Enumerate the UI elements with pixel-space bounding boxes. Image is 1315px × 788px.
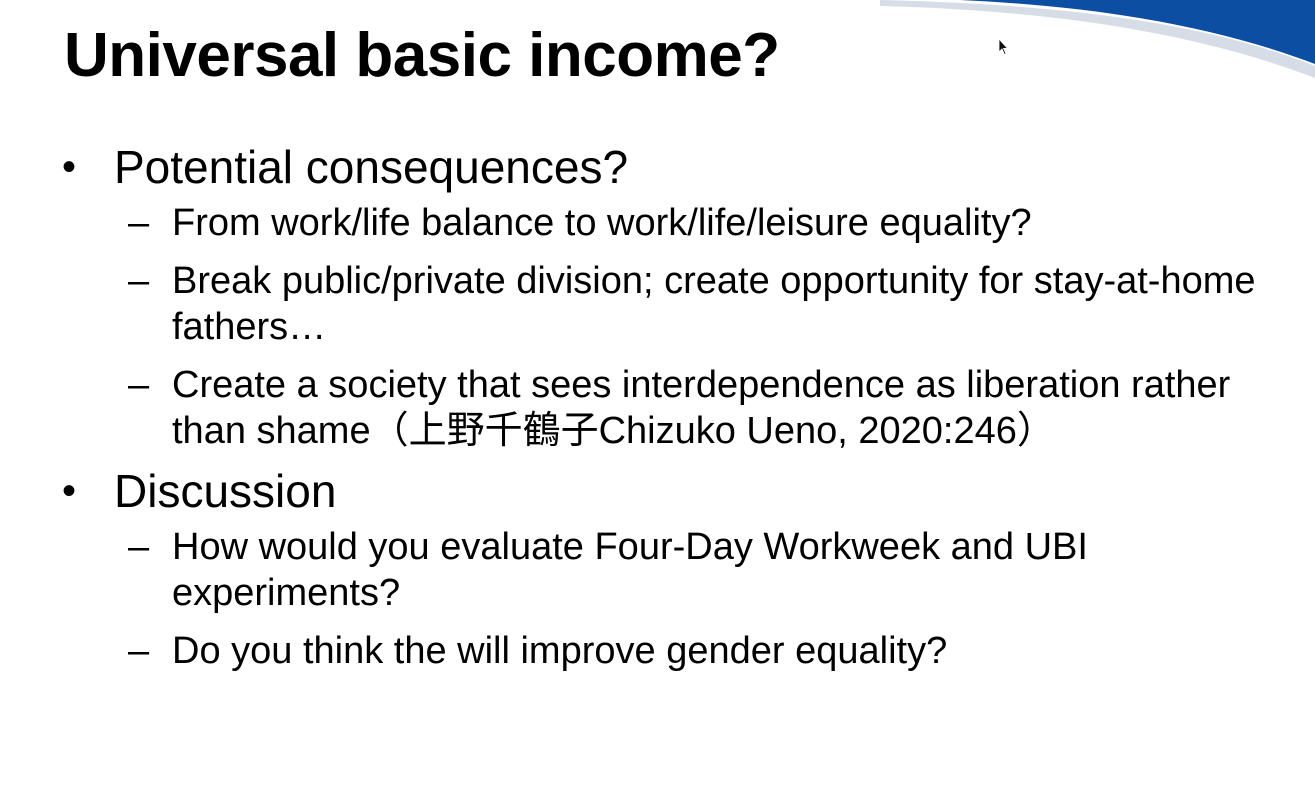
sub-bullet-marker: – — [128, 202, 150, 244]
bullet-marker: • — [62, 469, 77, 513]
sub-bullet-marker: – — [128, 630, 150, 672]
sub-bullet-text: From work/life balance to work/life/leis… — [172, 202, 1032, 244]
sub-bullet-item: – Create a society that sees interdepend… — [114, 362, 1290, 454]
sub-bullet-marker: – — [128, 260, 150, 302]
sub-bullet-text: Break public/private division; create op… — [172, 260, 1256, 348]
sub-bullet-item: – Break public/private division; create … — [114, 258, 1290, 350]
bullet-marker: • — [62, 145, 77, 189]
sub-bullet-list: – From work/life balance to work/life/le… — [114, 200, 1290, 454]
corner-swoosh-decoration — [880, 0, 1315, 78]
bullet-list: • Potential consequences? – From work/li… — [60, 138, 1290, 674]
sub-bullet-text: Create a society that sees interdependen… — [172, 364, 1231, 452]
sub-bullet-item: – How would you evaluate Four-Day Workwe… — [114, 524, 1290, 616]
sub-bullet-item: – Do you think the will improve gender e… — [114, 628, 1290, 674]
bullet-text: Potential consequences? — [114, 141, 629, 193]
bullet-item-discussion: • Discussion – How would you evaluate Fo… — [60, 462, 1290, 674]
sub-bullet-marker: – — [128, 364, 150, 406]
sub-bullet-text: How would you evaluate Four-Day Workweek… — [172, 526, 1088, 614]
slide-title: Universal basic income? — [64, 21, 780, 90]
sub-bullet-list: – How would you evaluate Four-Day Workwe… — [114, 524, 1290, 674]
bullet-text: Discussion — [114, 465, 337, 517]
sub-bullet-item: – From work/life balance to work/life/le… — [114, 200, 1290, 246]
sub-bullet-marker: – — [128, 526, 150, 568]
sub-bullet-text: Do you think the will improve gender equ… — [172, 630, 948, 672]
mouse-pointer-icon — [998, 38, 1008, 56]
bullet-item-consequences: • Potential consequences? – From work/li… — [60, 138, 1290, 454]
